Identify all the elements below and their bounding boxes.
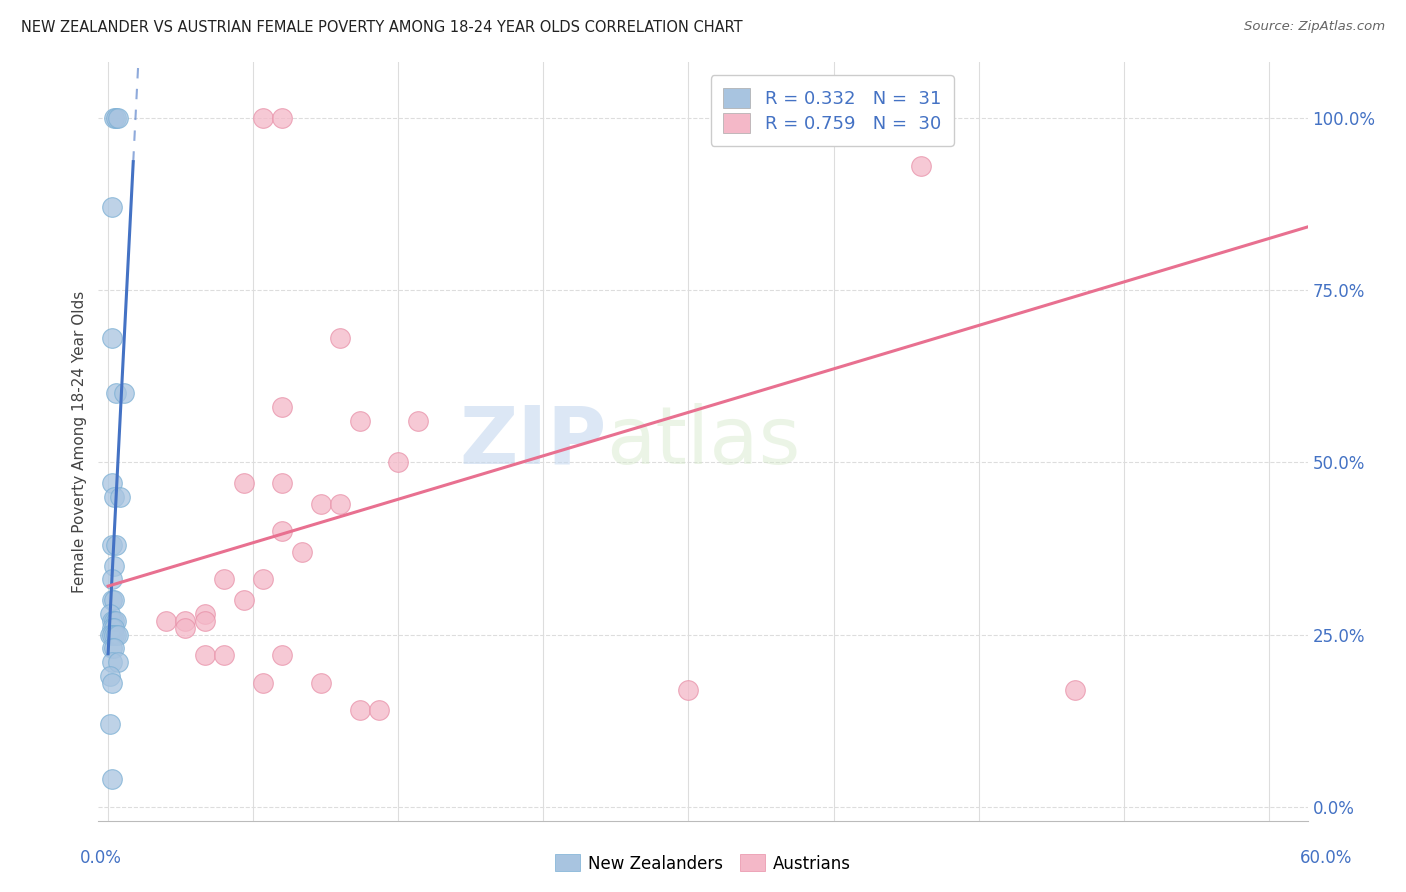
Point	[678, 682, 700, 697]
Point	[103, 641, 125, 656]
Point	[98, 607, 121, 621]
Text: Source: ZipAtlas.com: Source: ZipAtlas.com	[1244, 20, 1385, 33]
Point	[212, 573, 235, 587]
Point	[194, 614, 217, 628]
Point	[349, 703, 371, 717]
Point	[212, 648, 235, 663]
Point	[290, 545, 312, 559]
Legend: New Zealanders, Austrians: New Zealanders, Austrians	[548, 847, 858, 880]
Text: atlas: atlas	[606, 402, 800, 481]
Point	[101, 655, 124, 669]
Y-axis label: Female Poverty Among 18-24 Year Olds: Female Poverty Among 18-24 Year Olds	[72, 291, 87, 592]
Point	[103, 627, 125, 641]
Point	[368, 703, 391, 717]
Point	[271, 648, 294, 663]
Point	[387, 455, 409, 469]
Point	[103, 111, 125, 125]
Legend: R = 0.332   N =  31, R = 0.759   N =  30: R = 0.332 N = 31, R = 0.759 N = 30	[711, 75, 953, 145]
Point	[101, 593, 124, 607]
Point	[329, 497, 352, 511]
Point	[98, 717, 121, 731]
Text: ZIP: ZIP	[458, 402, 606, 481]
Point	[101, 475, 124, 490]
Point	[103, 558, 125, 573]
Point	[309, 675, 332, 690]
Point	[108, 490, 131, 504]
Point	[112, 386, 135, 401]
Point	[232, 593, 254, 607]
Point	[910, 111, 932, 125]
Point	[832, 111, 855, 125]
Point	[104, 627, 127, 641]
Point	[194, 648, 217, 663]
Point	[101, 641, 124, 656]
Point	[174, 614, 197, 628]
Point	[349, 414, 371, 428]
Point	[103, 490, 125, 504]
Point	[101, 614, 124, 628]
Point	[271, 475, 294, 490]
Point	[104, 111, 127, 125]
Point	[101, 772, 124, 787]
Point	[406, 414, 429, 428]
Point	[271, 524, 294, 538]
Point	[104, 614, 127, 628]
Point	[107, 111, 129, 125]
Point	[107, 627, 129, 641]
Point	[174, 621, 197, 635]
Point	[101, 200, 124, 214]
Point	[98, 669, 121, 683]
Point	[309, 497, 332, 511]
Point	[101, 675, 124, 690]
Point	[103, 614, 125, 628]
Point	[103, 593, 125, 607]
Text: 60.0%: 60.0%	[1299, 849, 1353, 867]
Point	[101, 573, 124, 587]
Text: 0.0%: 0.0%	[80, 849, 122, 867]
Point	[98, 627, 121, 641]
Point	[252, 573, 274, 587]
Point	[103, 621, 125, 635]
Point	[252, 111, 274, 125]
Point	[194, 607, 217, 621]
Point	[1064, 682, 1087, 697]
Point	[104, 538, 127, 552]
Point	[252, 675, 274, 690]
Text: NEW ZEALANDER VS AUSTRIAN FEMALE POVERTY AMONG 18-24 YEAR OLDS CORRELATION CHART: NEW ZEALANDER VS AUSTRIAN FEMALE POVERTY…	[21, 20, 742, 35]
Point	[271, 400, 294, 414]
Point	[155, 614, 177, 628]
Point	[271, 111, 294, 125]
Point	[104, 386, 127, 401]
Point	[107, 655, 129, 669]
Point	[910, 159, 932, 173]
Point	[101, 538, 124, 552]
Point	[101, 621, 124, 635]
Point	[329, 331, 352, 345]
Point	[232, 475, 254, 490]
Point	[101, 627, 124, 641]
Point	[101, 331, 124, 345]
